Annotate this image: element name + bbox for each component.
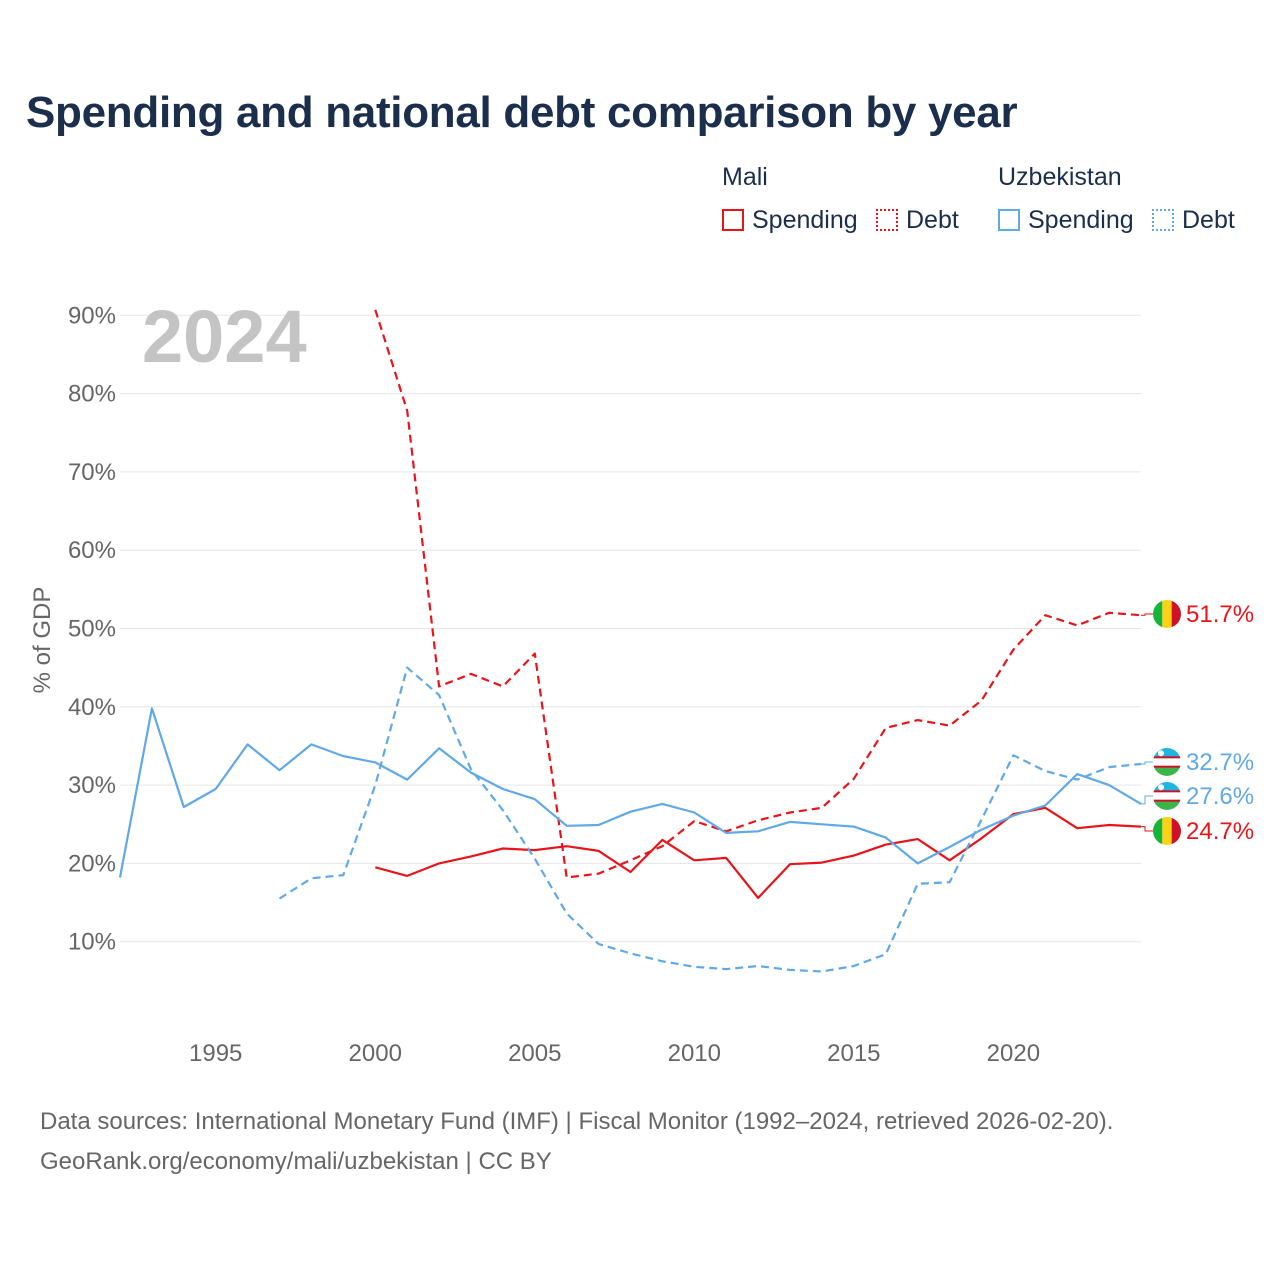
x-tick-label: 2005	[508, 1040, 561, 1067]
y-tick-label: 70%	[68, 459, 116, 486]
end-label-mali-debt: 51.7%	[1141, 600, 1254, 628]
legend-group-title-uzbekistan: Uzbekistan	[998, 163, 1122, 191]
x-tick-label: 2020	[987, 1040, 1040, 1067]
legend-swatch-dotted	[1152, 209, 1174, 231]
y-axis-label: % of GDP	[29, 587, 56, 694]
y-tick-label: 10%	[68, 929, 116, 956]
series-line-uzbekistan-debt	[278, 666, 1142, 973]
legend-label-mali-debt: Debt	[906, 205, 959, 234]
watermark-layer: 2024	[142, 295, 307, 378]
grid-layer	[120, 314, 1141, 943]
end-labels: 24.7% 51.7% 27.6% 32.7%	[1141, 600, 1254, 845]
y-axis: 10% 20% 30% 40% 50% 60% 70% 80% 90% % of GDP	[29, 302, 116, 955]
label-connector	[1141, 826, 1153, 832]
legend-swatch-solid	[998, 209, 1020, 231]
footer-attribution: GeoRank.org/economy/mali/uzbekistan | CC…	[40, 1148, 552, 1175]
y-tick-label: 60%	[68, 537, 116, 564]
end-value-label: 27.6%	[1186, 783, 1254, 810]
legend-label-uzbekistan-debt: Debt	[1182, 205, 1235, 234]
y-tick-label: 80%	[68, 381, 116, 408]
end-value-label: 51.7%	[1186, 601, 1254, 628]
end-label-mali-spending: 24.7%	[1141, 817, 1254, 845]
series-line-mali-spending	[375, 806, 1142, 899]
y-tick-label: 40%	[68, 694, 116, 721]
end-value-label: 32.7%	[1186, 749, 1254, 776]
x-tick-label: 1995	[189, 1040, 242, 1067]
label-connector	[1141, 613, 1153, 616]
series-line-mali-debt	[374, 309, 1142, 879]
end-label-uzbekistan-spending: 27.6%	[1141, 782, 1254, 810]
end-label-uzbekistan-debt: 32.7%	[1141, 748, 1254, 776]
y-tick-label: 90%	[68, 302, 116, 329]
series-layer	[118, 309, 1142, 973]
legend-item-mali-spending[interactable]: Spending	[722, 205, 858, 235]
y-tick-label: 50%	[68, 616, 116, 643]
legend-group-title-mali: Mali	[722, 163, 768, 191]
label-connector	[1141, 795, 1153, 805]
line-chart: 2024 10% 20% 30% 40% 50% 60% 70% 80% 90% % of GDP…	[29, 295, 1254, 1067]
uzbekistan-flag-icon	[1153, 782, 1181, 810]
legend-label-uzbekistan-spending: Spending	[1028, 205, 1134, 234]
uzbekistan-flag-icon	[1153, 748, 1181, 776]
year-watermark: 2024	[142, 295, 307, 378]
legend-item-mali-debt[interactable]: Debt	[876, 205, 959, 235]
series-line-uzbekistan-spending	[118, 707, 1142, 878]
x-tick-label: 2000	[349, 1040, 402, 1067]
mali-flag-icon	[1153, 817, 1181, 845]
end-value-label: 24.7%	[1186, 818, 1254, 845]
footer-sources: Data sources: International Monetary Fun…	[40, 1108, 1114, 1135]
x-tick-label: 2015	[827, 1040, 880, 1067]
legend-item-uzbekistan-debt[interactable]: Debt	[1152, 205, 1235, 235]
chart-title: Spending and national debt comparison by…	[26, 88, 1018, 137]
label-connector	[1141, 761, 1153, 765]
legend-swatch-solid	[722, 209, 744, 231]
y-tick-label: 30%	[68, 772, 116, 799]
x-tick-label: 2010	[668, 1040, 721, 1067]
x-axis: 1995 2000 2005 2010 2015 2020	[189, 1040, 1040, 1067]
legend-swatch-dotted	[876, 209, 898, 231]
legend-item-uzbekistan-spending[interactable]: Spending	[998, 205, 1134, 235]
mali-flag-icon	[1153, 600, 1181, 628]
y-tick-label: 20%	[68, 850, 116, 877]
legend-label-mali-spending: Spending	[752, 205, 858, 234]
